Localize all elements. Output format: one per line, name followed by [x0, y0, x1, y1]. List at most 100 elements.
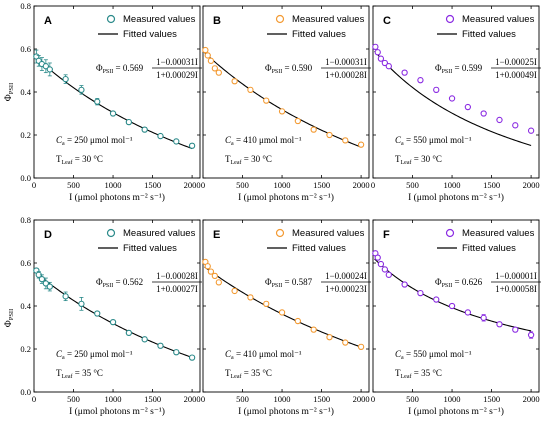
x-tick-label: 0 [201, 394, 205, 404]
tleaf-annotation: TLeaf = 35 °C [56, 368, 103, 380]
y-axis-label-sub: PSII [8, 83, 15, 95]
equation-lhs: ΦPSII = 0.569 [96, 63, 144, 75]
data-point [157, 342, 164, 349]
data-point [310, 126, 317, 133]
data-point [211, 272, 219, 280]
equation: ΦPSII = 0.599 1−0.00025I 1+0.00049I [435, 57, 541, 80]
x-tick-label: 2000 [184, 394, 201, 404]
equation-denominator: 1+0.00049I [495, 70, 537, 80]
data-point [377, 55, 385, 62]
data-point [94, 98, 101, 105]
x-tick-label: 1000 [105, 180, 122, 190]
ca-annotation: Ca = 550 μmol mol⁻¹ [395, 349, 472, 361]
panel-letter: A [44, 15, 52, 27]
y-tick-label: 0.2 [20, 130, 31, 140]
legend-marker [106, 228, 116, 238]
data-point [433, 86, 440, 93]
data-point [381, 59, 389, 67]
data-point [374, 254, 381, 261]
data-point [448, 95, 456, 102]
data-point [109, 318, 117, 326]
legend-fitted-label: Fitted values [462, 243, 516, 254]
panel-letter: D [44, 229, 52, 241]
data-point [263, 300, 270, 307]
y-tick-label: 0.0 [20, 387, 31, 397]
legend-marker [106, 14, 116, 24]
panel-c: 0 500 1000 1500 2000 I (μmol photons m⁻² s⁻¹)… [371, 5, 541, 203]
data-point [62, 75, 69, 83]
x-tick-label: 0 [201, 180, 205, 190]
y-tick-label: 0.6 [20, 258, 31, 268]
data-point [433, 296, 440, 303]
panel-letter: C [383, 15, 391, 27]
equation-lhs: ΦPSII = 0.590 [265, 63, 313, 75]
data-point [157, 132, 164, 140]
legend-fitted-label: Fitted values [123, 243, 177, 254]
y-axis-label-main: Φ [4, 320, 14, 327]
equation-denominator: 1+0.00058I [495, 284, 537, 294]
panel-letter: B [213, 15, 221, 27]
data-point [464, 309, 472, 316]
data-point [294, 317, 302, 325]
x-tick-label: 500 [236, 180, 249, 190]
equation: ΦPSII = 0.562 1−0.00028I 1+0.00027I [96, 271, 202, 294]
x-tick-label: 0 [371, 394, 375, 404]
ca-annotation: Ca = 550 μmol mol⁻¹ [395, 135, 472, 147]
legend-marker [445, 228, 455, 238]
legend-fitted-label: Fitted values [292, 243, 346, 254]
equation: ΦPSII = 0.587 1−0.00024I 1+0.00023I [265, 271, 371, 294]
equation-denominator: 1+0.00029I [156, 70, 198, 80]
legend-fitted-label: Fitted values [462, 29, 516, 40]
ca-annotation: Ca = 410 μmol mol⁻¹ [225, 349, 302, 361]
x-tick-label: 500 [406, 180, 419, 190]
panel-a: 0 500 1000 1500 2000 0.0 0.2 0.4 0.6 0.8 I (μmol p… [20, 1, 202, 203]
data-point [326, 131, 333, 139]
data-point [372, 43, 379, 50]
data-point [247, 86, 254, 93]
ca-annotation: Ca = 250 μmol mol⁻¹ [56, 349, 133, 361]
data-point [38, 275, 46, 283]
data-point [207, 57, 215, 64]
data-point [46, 283, 53, 290]
data-point [417, 77, 424, 84]
y-axis-label-top: ΦPSII [4, 83, 15, 102]
equation-denominator: 1+0.00027I [156, 284, 198, 294]
data-point [480, 110, 487, 117]
data-point [385, 271, 392, 278]
data-point [401, 281, 408, 288]
legend-fitted-label: Fitted values [292, 29, 346, 40]
equation-numerator: 1−0.00028I [156, 271, 198, 281]
panel-letter: E [213, 229, 220, 241]
x-axis-label: I (μmol photons m⁻² s⁻¹) [238, 406, 334, 417]
x-tick-label: 1500 [144, 180, 161, 190]
data-point [78, 300, 85, 307]
data-point [125, 329, 133, 337]
y-axis-label-bottom: ΦPSII [4, 309, 15, 328]
legend-measured-label: Measured values [292, 228, 365, 239]
data-point [125, 118, 133, 126]
x-tick-label: 0 [32, 180, 36, 190]
data-point [496, 321, 503, 328]
data-point [496, 116, 503, 124]
tleaf-annotation: TLeaf = 35 °C [395, 368, 442, 380]
data-point [247, 294, 254, 301]
ca-annotation: Ca = 410 μmol mol⁻¹ [225, 135, 302, 147]
fitted-curve [374, 50, 532, 147]
data-point [374, 49, 381, 56]
data-point [188, 142, 196, 149]
data-point [417, 289, 424, 297]
x-axis-label: I (μmol photons m⁻² s⁻¹) [408, 406, 504, 417]
x-axis-label: I (μmol photons m⁻² s⁻¹) [408, 192, 504, 203]
data-point [173, 138, 180, 145]
y-tick-label: 0.2 [20, 344, 31, 354]
data-point [278, 108, 286, 115]
legend-measured-label: Measured values [292, 14, 365, 25]
data-point [357, 343, 365, 350]
legend-marker [275, 228, 285, 238]
x-tick-label: 1500 [483, 394, 500, 404]
data-point [480, 314, 487, 321]
legend-measured-label: Measured values [123, 228, 196, 239]
data-point [527, 331, 535, 339]
data-point [173, 349, 180, 356]
